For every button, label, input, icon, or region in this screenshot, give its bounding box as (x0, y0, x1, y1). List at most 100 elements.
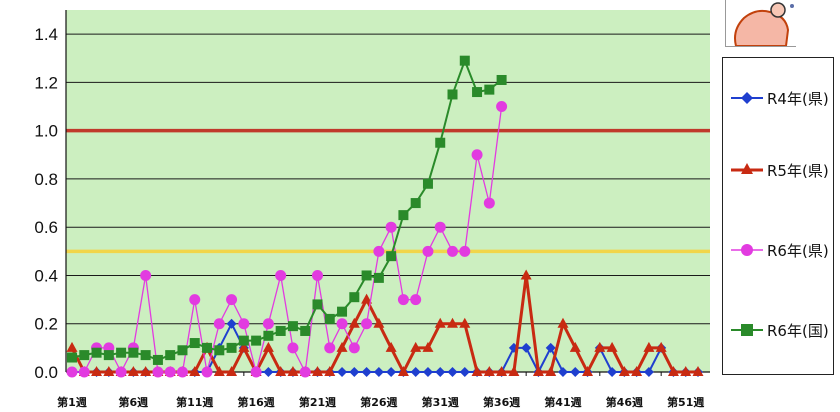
x-tick-label: 第16週 (237, 395, 274, 409)
data-point (361, 270, 372, 281)
data-point (397, 294, 409, 306)
x-tick-label: 第1週 (57, 395, 87, 409)
square-marker-icon (731, 324, 763, 336)
data-point (337, 306, 348, 317)
data-point (140, 366, 152, 376)
data-point (262, 341, 274, 352)
data-point (532, 366, 544, 376)
data-point (165, 350, 176, 361)
data-point (79, 350, 90, 361)
series-circle (66, 101, 508, 378)
data-point (557, 367, 568, 377)
data-point (140, 269, 152, 281)
data-point (667, 366, 679, 376)
data-point (459, 317, 471, 328)
data-point (177, 345, 188, 356)
data-point (422, 178, 433, 189)
data-point (226, 318, 237, 329)
y-tick-label: 0.8 (34, 170, 58, 189)
y-tick-label: 1.4 (34, 25, 58, 44)
series-square (67, 55, 507, 365)
data-point (361, 367, 372, 377)
data-point (459, 367, 470, 377)
data-point (263, 330, 274, 341)
data-point (287, 366, 299, 376)
x-tick-label: 第41週 (544, 395, 581, 409)
x-tick-label: 第6週 (119, 395, 149, 409)
data-point (202, 342, 213, 353)
data-point (128, 347, 139, 358)
illustration (725, 0, 796, 47)
data-point (337, 367, 348, 377)
data-point (618, 366, 630, 376)
plot-area (66, 10, 710, 372)
y-tick-label: 1.2 (34, 73, 58, 92)
data-point (311, 366, 323, 376)
data-point (447, 367, 458, 377)
data-point (262, 318, 274, 330)
data-point (226, 342, 237, 353)
data-point (103, 350, 114, 361)
y-tick-label: 0.2 (34, 315, 58, 334)
data-point (152, 354, 163, 365)
data-point (348, 342, 360, 354)
data-point (386, 251, 397, 262)
data-point (251, 335, 262, 346)
data-point (435, 367, 446, 377)
data-point (422, 245, 434, 257)
data-point (631, 366, 643, 376)
data-point (434, 221, 446, 233)
y-tick-label: 0.6 (34, 218, 58, 237)
data-point (67, 352, 77, 363)
data-point (91, 347, 102, 358)
legend-label: R4年(県) (767, 89, 829, 108)
legend-item-r5: R5年(県) (729, 158, 829, 182)
data-point (66, 341, 78, 352)
data-point (606, 341, 618, 352)
data-point (361, 318, 373, 330)
data-point (582, 366, 594, 376)
data-point (373, 367, 384, 377)
x-tick-label: 第26週 (360, 395, 397, 409)
data-point (189, 294, 201, 306)
data-point (386, 367, 397, 377)
data-point (422, 367, 433, 377)
data-point (287, 321, 298, 332)
data-point (398, 210, 409, 221)
data-point (521, 342, 532, 353)
data-point (226, 294, 238, 306)
y-tick-label: 0.4 (34, 266, 58, 285)
data-point (336, 341, 348, 352)
data-point (447, 245, 459, 257)
data-point (238, 335, 249, 346)
data-point (373, 317, 385, 328)
x-tick-label: 第36週 (483, 395, 520, 409)
data-point (483, 197, 495, 209)
legend-label: R6年(国) (767, 321, 829, 340)
data-point (201, 366, 213, 378)
data-point (275, 325, 286, 336)
data-point (213, 366, 225, 376)
diamond-marker-icon (731, 92, 763, 104)
data-point (238, 318, 250, 330)
data-point (570, 367, 581, 377)
data-point (115, 366, 127, 378)
data-point (483, 366, 495, 376)
data-point (680, 366, 692, 376)
data-point (385, 221, 397, 233)
data-point (434, 317, 446, 328)
data-point (275, 269, 287, 281)
legend-item-r4: R4年(県) (729, 86, 829, 110)
data-point (189, 366, 201, 376)
x-tick-label: 第11週 (176, 395, 213, 409)
data-point (471, 366, 483, 376)
data-point (472, 87, 483, 98)
data-point (361, 293, 373, 304)
data-point (373, 272, 384, 283)
data-point (643, 367, 654, 377)
y-tick-label: 0.0 (34, 363, 58, 382)
data-point (349, 367, 360, 377)
data-point (410, 367, 421, 377)
triangle-marker-icon (731, 163, 763, 174)
